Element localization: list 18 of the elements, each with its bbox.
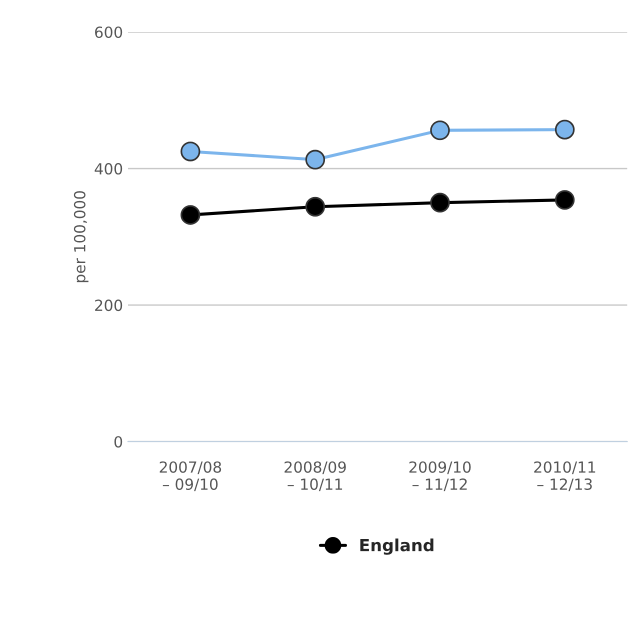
y-tick-label: 200	[95, 300, 122, 312]
point	[554, 190, 575, 210]
x-tick-label: 2010/11 – 12/13	[534, 461, 596, 492]
x-tick-label: 2008/09 – 10/11	[284, 461, 346, 492]
y-tick-label: 600	[95, 26, 122, 38]
point	[305, 196, 326, 217]
point	[305, 150, 326, 170]
y-tick-label: 400	[94, 163, 122, 175]
point	[180, 142, 200, 162]
point	[180, 205, 200, 225]
x-tick-label: 2007/08 – 09/10	[160, 461, 222, 492]
x-tick-label: 2009/10 – 11/12	[409, 461, 471, 492]
y-tick-label: 0	[114, 436, 122, 448]
point	[554, 120, 575, 140]
legend-label: England	[360, 538, 434, 555]
point	[430, 192, 450, 213]
point	[430, 120, 450, 140]
y-axis-title: per 100,000	[74, 191, 88, 282]
